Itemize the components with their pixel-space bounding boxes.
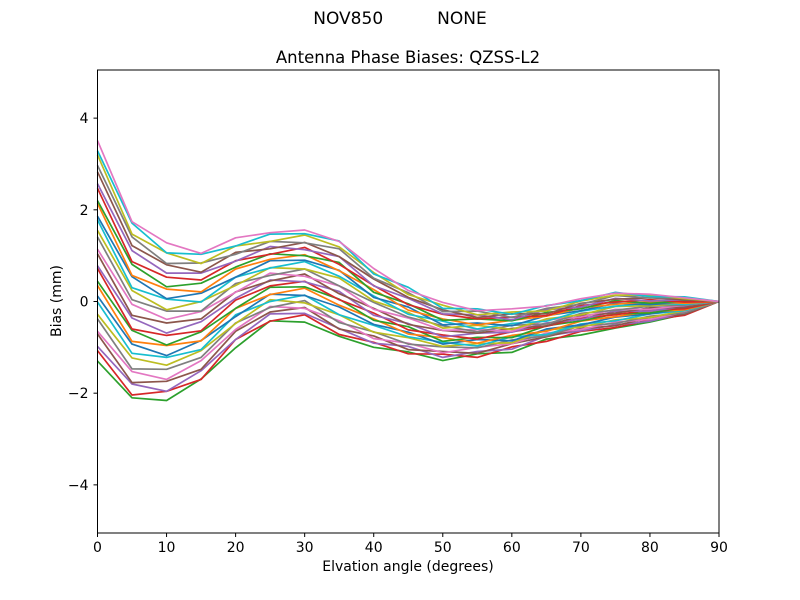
x-tick-label: 10 — [158, 540, 176, 556]
y-tick-label: 4 — [80, 111, 89, 127]
bias-line-23 — [96, 171, 720, 319]
x-tick-label: 40 — [365, 540, 383, 556]
y-axis-label: Bias (mm) — [49, 264, 65, 338]
bias-line-18 — [96, 215, 720, 327]
bias-line-15 — [96, 236, 720, 333]
bias-line-25 — [96, 154, 720, 316]
x-axis-label: Elvation angle (degrees) — [322, 559, 494, 575]
bias-line-19 — [96, 203, 720, 326]
bias-line-3 — [96, 300, 720, 384]
x-tick-label: 0 — [93, 540, 102, 556]
chart-title: Antenna Phase Biases: QZSS-L2 — [275, 48, 541, 67]
x-tick-label: 20 — [227, 540, 245, 556]
x-tick-label: 80 — [641, 540, 659, 556]
bias-line-26 — [96, 150, 720, 316]
bias-line-7 — [96, 294, 720, 359]
bias-line-11 — [96, 268, 720, 340]
bias-line-17 — [96, 219, 720, 330]
x-tick-label: 60 — [503, 540, 521, 556]
bias-line-10 — [96, 280, 720, 346]
bias-line-27 — [96, 140, 720, 312]
y-tick-label: −4 — [68, 478, 89, 494]
y-tick-label: 0 — [80, 295, 89, 311]
x-tick-label: 90 — [710, 540, 728, 556]
bias-line-2 — [96, 300, 720, 393]
bias-line-5 — [96, 299, 720, 371]
x-tick-label: 50 — [434, 540, 452, 556]
y-tick-label: −2 — [68, 386, 89, 402]
bias-line-9 — [96, 285, 720, 347]
y-tick-label: 2 — [80, 203, 89, 219]
bias-line-21 — [96, 187, 720, 320]
bias-line-6 — [96, 298, 720, 367]
x-tick-label: 70 — [572, 540, 590, 556]
x-tick-label: 30 — [296, 540, 314, 556]
bias-line-1 — [96, 300, 720, 396]
bias-line-13 — [96, 253, 720, 334]
figure-suptitle: NOV850 NONE — [313, 9, 487, 29]
